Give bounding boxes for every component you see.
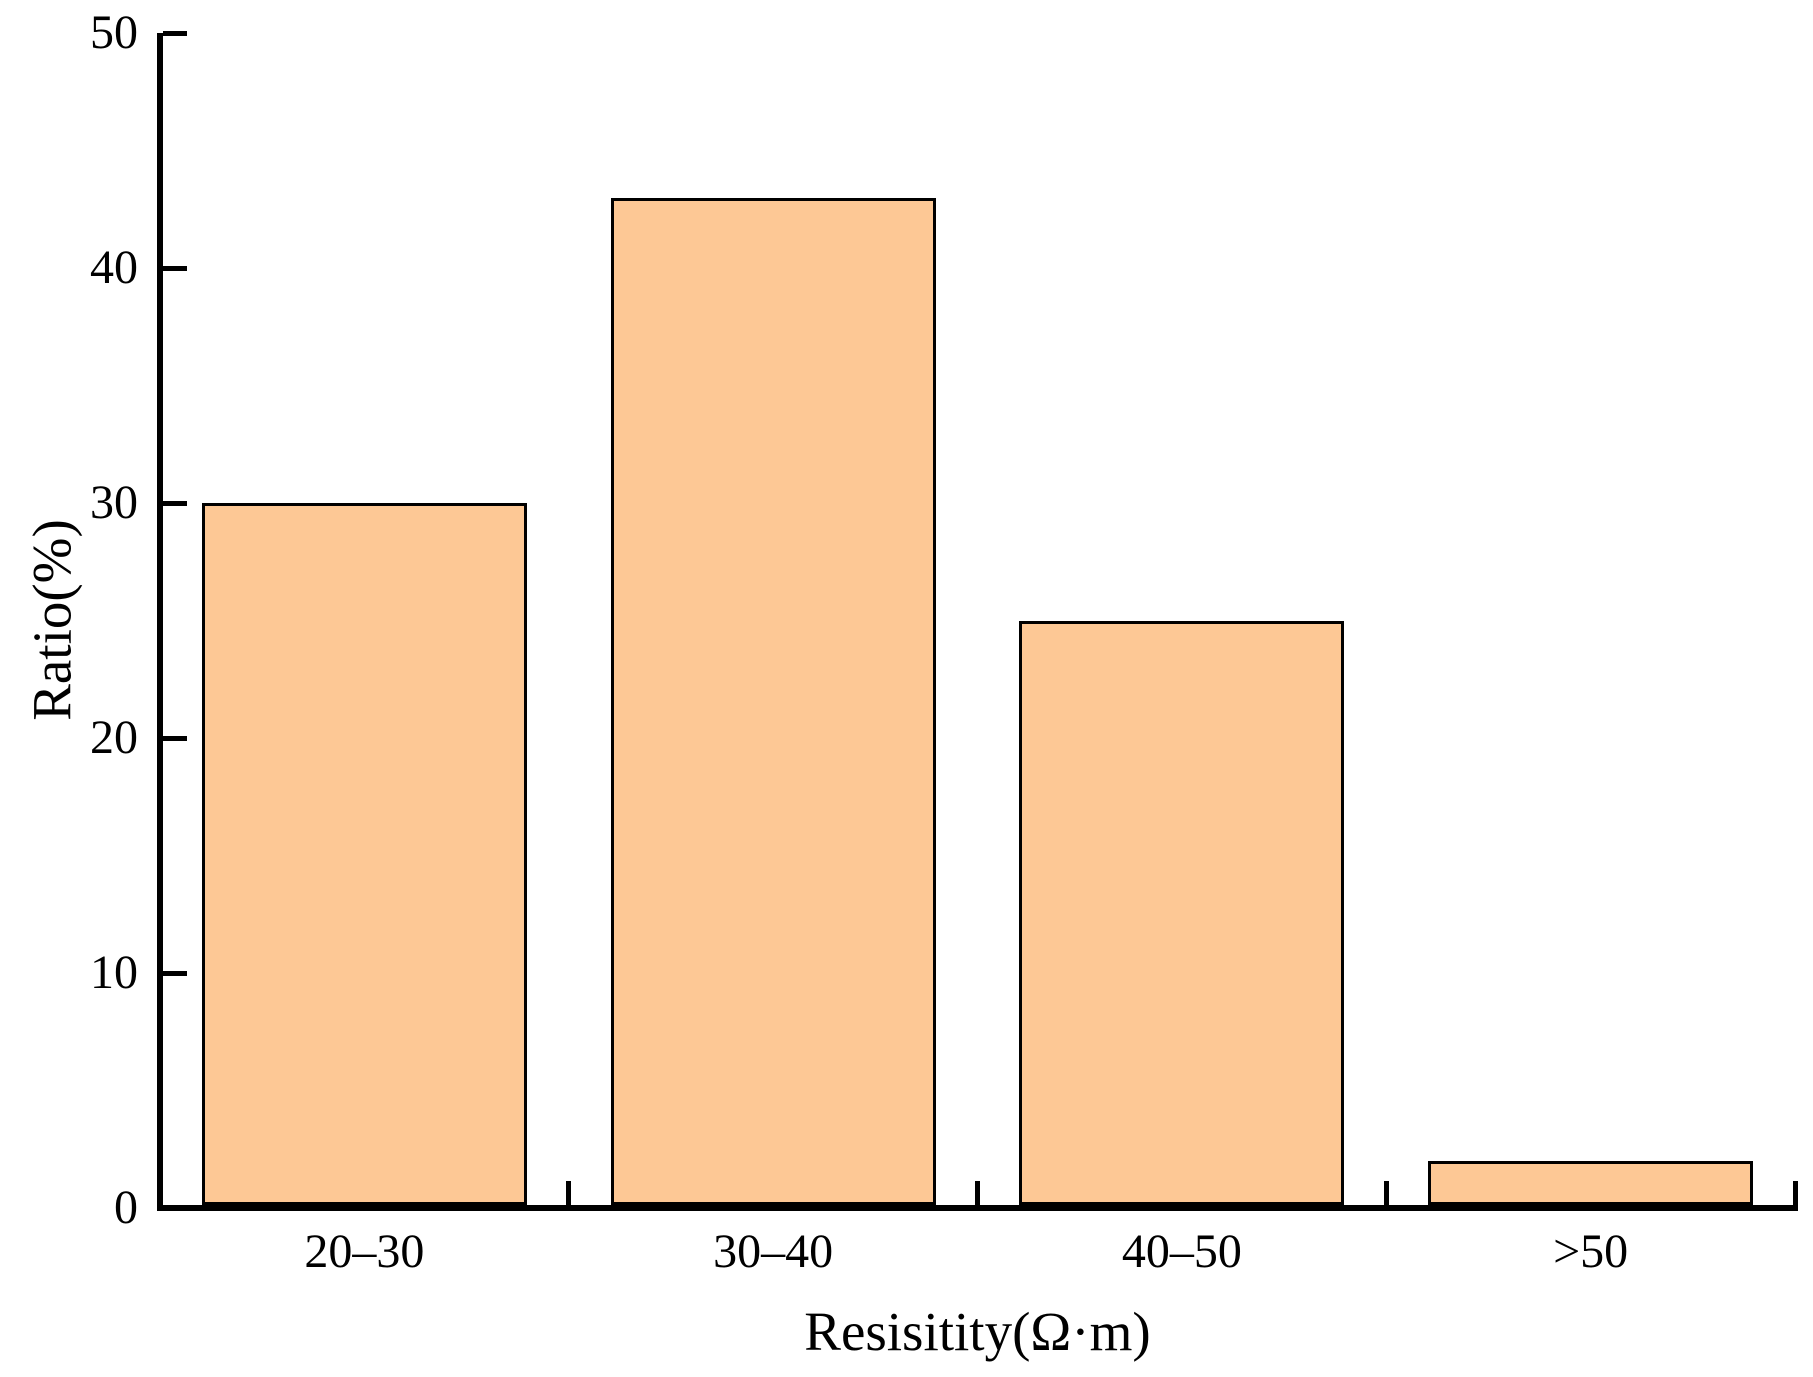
x-tick-label: >50: [1553, 1225, 1629, 1278]
y-tick: [163, 30, 187, 36]
x-axis-title: Resisitity(Ω·m): [804, 1301, 1151, 1362]
y-tick: [163, 970, 187, 976]
y-axis-title: Ratio(%): [21, 519, 83, 721]
x-tick: [975, 1181, 980, 1205]
y-axis-line: [157, 33, 163, 1211]
y-tick: [163, 500, 187, 506]
x-tick: [1383, 1181, 1389, 1205]
bar-30–40: [610, 197, 936, 1205]
y-tick: [163, 1205, 187, 1211]
y-tick-label: 30: [90, 476, 138, 529]
y-tick-label: 0: [114, 1181, 138, 1234]
y-tick-label: 40: [90, 241, 138, 294]
y-tick-label: 50: [90, 6, 138, 59]
y-tick-label: 20: [90, 711, 138, 764]
x-tick: [1792, 1181, 1798, 1205]
x-tick: [566, 1181, 572, 1205]
bar-20–30: [201, 503, 527, 1205]
x-tick-label: 30–40: [713, 1225, 834, 1278]
x-tick-label: 20–30: [304, 1225, 425, 1278]
y-tick-label: 10: [90, 946, 138, 999]
y-tick: [163, 265, 187, 271]
x-tick-label: 40–50: [1121, 1225, 1242, 1278]
bar->50: [1428, 1161, 1754, 1205]
y-tick: [163, 735, 187, 741]
bar-40–50: [1019, 620, 1345, 1205]
x-axis-line: [157, 1205, 1798, 1211]
